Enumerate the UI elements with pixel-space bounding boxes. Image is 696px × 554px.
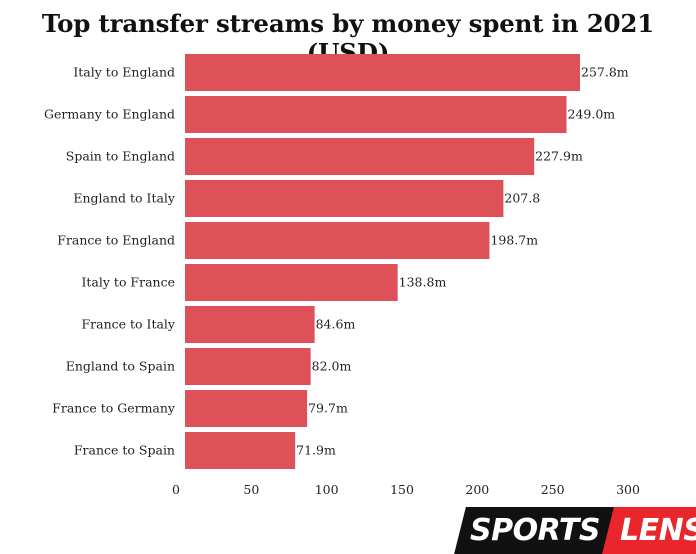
- category-label: England to Italy: [73, 191, 176, 206]
- bar-chart: Italy to England 257.8m Germany to England…: [44, 54, 640, 497]
- value-label: 84.6m: [316, 317, 356, 332]
- bar: [185, 96, 567, 133]
- logo-sports-text: SPORTS: [470, 513, 600, 548]
- bar: [185, 138, 535, 175]
- value-label: 79.7m: [308, 401, 348, 416]
- bar: [185, 432, 296, 469]
- x-tick-label: 150: [390, 482, 414, 497]
- category-label: Spain to England: [66, 149, 175, 164]
- sports-lens-logo: SPORTS LENS: [448, 507, 696, 554]
- category-label: France to Italy: [81, 317, 175, 332]
- bar: [185, 222, 490, 259]
- value-label: 71.9m: [296, 443, 336, 458]
- category-label: France to England: [57, 233, 175, 248]
- x-tick-label: 50: [243, 482, 259, 497]
- x-tick-label: 200: [465, 482, 489, 497]
- chart-title: Top transfer streams by money spent in 2…: [41, 9, 655, 67]
- category-label: England to Spain: [66, 359, 175, 374]
- value-label: 257.8m: [581, 65, 629, 80]
- value-label: 198.7m: [490, 233, 538, 248]
- value-label: 227.9m: [535, 149, 583, 164]
- category-label: Italy to England: [73, 65, 175, 80]
- category-label: France to Spain: [74, 443, 175, 458]
- logo-lens-text: LENS: [620, 513, 696, 548]
- bar: [185, 54, 580, 91]
- category-label: Germany to England: [44, 107, 175, 122]
- bar: [185, 348, 311, 385]
- value-label: 138.8m: [399, 275, 447, 290]
- bar: [185, 306, 315, 343]
- value-label: 249.0m: [568, 107, 616, 122]
- x-tick-label: 100: [315, 482, 339, 497]
- value-label: 207.8: [504, 191, 540, 206]
- x-tick-label: 250: [541, 482, 565, 497]
- bar: [185, 264, 398, 301]
- bar: [185, 390, 308, 427]
- x-tick-label: 0: [172, 482, 180, 497]
- bar: [185, 180, 504, 217]
- value-label: 82.0m: [312, 359, 352, 374]
- x-tick-label: 300: [616, 482, 640, 497]
- category-label: France to Germany: [52, 401, 176, 416]
- category-label: Italy to France: [81, 275, 175, 290]
